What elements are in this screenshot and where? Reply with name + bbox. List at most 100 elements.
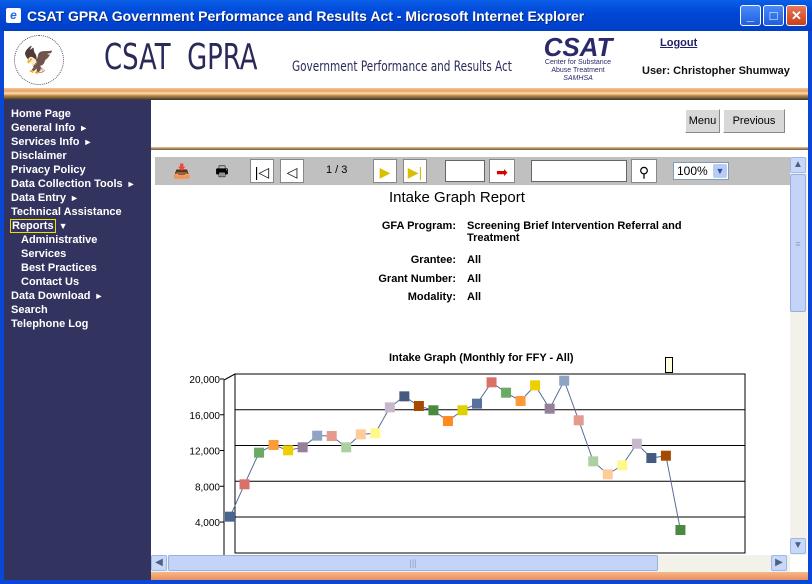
data-point: [515, 395, 526, 406]
data-point: [486, 377, 497, 388]
sidebar-item-label: Telephone Log: [11, 318, 89, 330]
data-point: [384, 402, 395, 413]
minimize-button[interactable]: _: [740, 5, 761, 26]
triangle-right-icon: ►: [79, 123, 89, 133]
site-header: 🦅 CSAT GPRA Government Performance and R…: [4, 31, 808, 88]
sidebar-item-label: Data Entry: [11, 192, 67, 204]
modality-value: All: [467, 291, 482, 303]
scroll-up-button[interactable]: ▲: [790, 157, 806, 173]
sidebar-item-label: Reports: [10, 219, 56, 233]
sidebar-item-services-info[interactable]: Services Info ►: [4, 135, 151, 149]
triangle-down-icon: ▼: [58, 221, 68, 231]
data-point: [457, 405, 468, 416]
scroll-right-button[interactable]: ▶: [771, 555, 787, 571]
data-point: [501, 387, 512, 398]
sidebar-item-disclaimer[interactable]: Disclaimer: [4, 149, 151, 163]
ie-icon: e: [6, 8, 21, 23]
vertical-scrollbar[interactable]: ▲ ≡ ▼: [790, 157, 807, 555]
data-point: [530, 380, 541, 391]
brand-subtitle: Government Performance and Results Act: [292, 59, 512, 75]
data-point: [559, 375, 570, 386]
divider: [151, 147, 808, 150]
data-point: [573, 415, 584, 426]
data-point: [283, 445, 294, 456]
y-tick-label: 16,000: [189, 411, 220, 422]
data-point: [602, 469, 613, 480]
sidebar-item-general-info[interactable]: General Info ►: [4, 121, 151, 135]
gfa-program-value: Screening Brief Intervention Referral an…: [467, 220, 682, 244]
sidebar-item-label: Data Collection Tools: [11, 178, 123, 190]
data-point: [472, 398, 483, 409]
csat-logo: CSAT Center for Substance Abuse Treatmen…: [540, 34, 616, 83]
search-input[interactable]: [531, 160, 627, 182]
vertical-scroll-thumb[interactable]: ≡: [790, 174, 806, 312]
last-page-button[interactable]: ▶|: [403, 159, 427, 183]
csat-line: Abuse Treatment: [551, 67, 605, 74]
sidebar-item-label: Administrative: [21, 234, 98, 246]
next-page-button[interactable]: ▶: [373, 159, 397, 183]
zoom-select[interactable]: 100% ▼: [673, 162, 729, 180]
sidebar-item-data-entry[interactable]: Data Entry ►: [4, 191, 151, 205]
modality-label: Modality:: [407, 291, 456, 303]
data-point: [442, 416, 453, 427]
menu-button[interactable]: Menu: [685, 109, 720, 133]
first-page-button[interactable]: |◁: [250, 159, 274, 183]
goto-page-input[interactable]: [445, 160, 485, 182]
data-point: [428, 405, 439, 416]
report-title: Intake Graph Report: [389, 189, 525, 206]
brand-title: CSAT GPRA: [104, 37, 258, 78]
report-toolbar: 📥 🖶 |◁ ◁ 1 / 3 ▶ ▶| ➡ ⚲ 100% ▼: [155, 157, 790, 185]
horizontal-scrollbar[interactable]: ◀ ||| ▶: [151, 555, 790, 572]
y-tick-label: 20,000: [189, 375, 220, 386]
horizontal-scroll-thumb[interactable]: |||: [168, 555, 658, 571]
previous-button[interactable]: Previous: [723, 109, 785, 133]
gfa-program-label: GFA Program:: [381, 220, 456, 232]
sidebar-item-label: Services Info: [11, 136, 80, 148]
data-point: [225, 511, 235, 522]
previous-page-button[interactable]: ◁: [280, 159, 304, 183]
data-point: [617, 460, 628, 471]
scroll-left-button[interactable]: ◀: [151, 555, 167, 571]
report-body: Intake Graph Report GFA Program: Screeni…: [151, 185, 790, 555]
intake-line-chart: 20,000 16,000 12,000 8,000 4,000: [189, 373, 746, 555]
sidebar-item-label: Privacy Policy: [11, 164, 86, 176]
print-icon[interactable]: 🖶: [215, 163, 229, 179]
maximize-button[interactable]: □: [763, 5, 784, 26]
data-point: [370, 428, 381, 439]
data-point: [326, 431, 337, 442]
sidebar-item-data-download[interactable]: Data Download ►: [4, 289, 151, 303]
sidebar-item-best-practices[interactable]: Best Practices: [4, 261, 151, 275]
sidebar-item-administrative[interactable]: Administrative: [4, 233, 151, 247]
sidebar-item-home-page[interactable]: Home Page: [4, 107, 151, 121]
logout-link[interactable]: Logout: [660, 37, 698, 49]
sidebar-item-technical-assistance[interactable]: Technical Assistance: [4, 205, 151, 219]
browser-content: 🦅 CSAT GPRA Government Performance and R…: [4, 31, 808, 580]
chevron-down-icon[interactable]: ▼: [713, 164, 727, 178]
sidebar-item-services[interactable]: Services: [4, 247, 151, 261]
data-point: [413, 400, 424, 411]
goto-page-button[interactable]: ➡: [489, 159, 515, 183]
data-point: [675, 524, 686, 535]
data-point: [297, 442, 308, 453]
data-point: [254, 447, 265, 458]
triangle-right-icon: ►: [94, 291, 104, 301]
find-binoculars-icon[interactable]: ⚲: [631, 159, 657, 183]
sidebar-item-privacy-policy[interactable]: Privacy Policy: [4, 163, 151, 177]
y-tick-label: 4,000: [195, 518, 220, 529]
scroll-down-button[interactable]: ▼: [790, 538, 806, 554]
user-name: User: Christopher Shumway: [642, 65, 790, 77]
sidebar-item-contact-us[interactable]: Contact Us: [4, 275, 151, 289]
sidebar-item-reports[interactable]: Reports ▼: [4, 219, 151, 233]
sidebar-item-telephone-log[interactable]: Telephone Log: [4, 317, 151, 331]
footer-stripe: [151, 572, 808, 580]
title-bar: e CSAT GPRA Government Performance and R…: [0, 0, 812, 31]
export-icon[interactable]: 📥: [173, 163, 191, 179]
sidebar-item-label: General Info: [11, 122, 76, 134]
sidebar-item-data-collection-tools[interactable]: Data Collection Tools ►: [4, 177, 151, 191]
close-button[interactable]: ✕: [786, 5, 807, 26]
sidebar-item-search[interactable]: Search: [4, 303, 151, 317]
chart-title: Intake Graph (Monthly for FFY - All): [389, 352, 574, 364]
data-point: [268, 439, 279, 450]
grant-number-label: Grant Number:: [378, 273, 456, 285]
triangle-right-icon: ►: [70, 193, 79, 203]
